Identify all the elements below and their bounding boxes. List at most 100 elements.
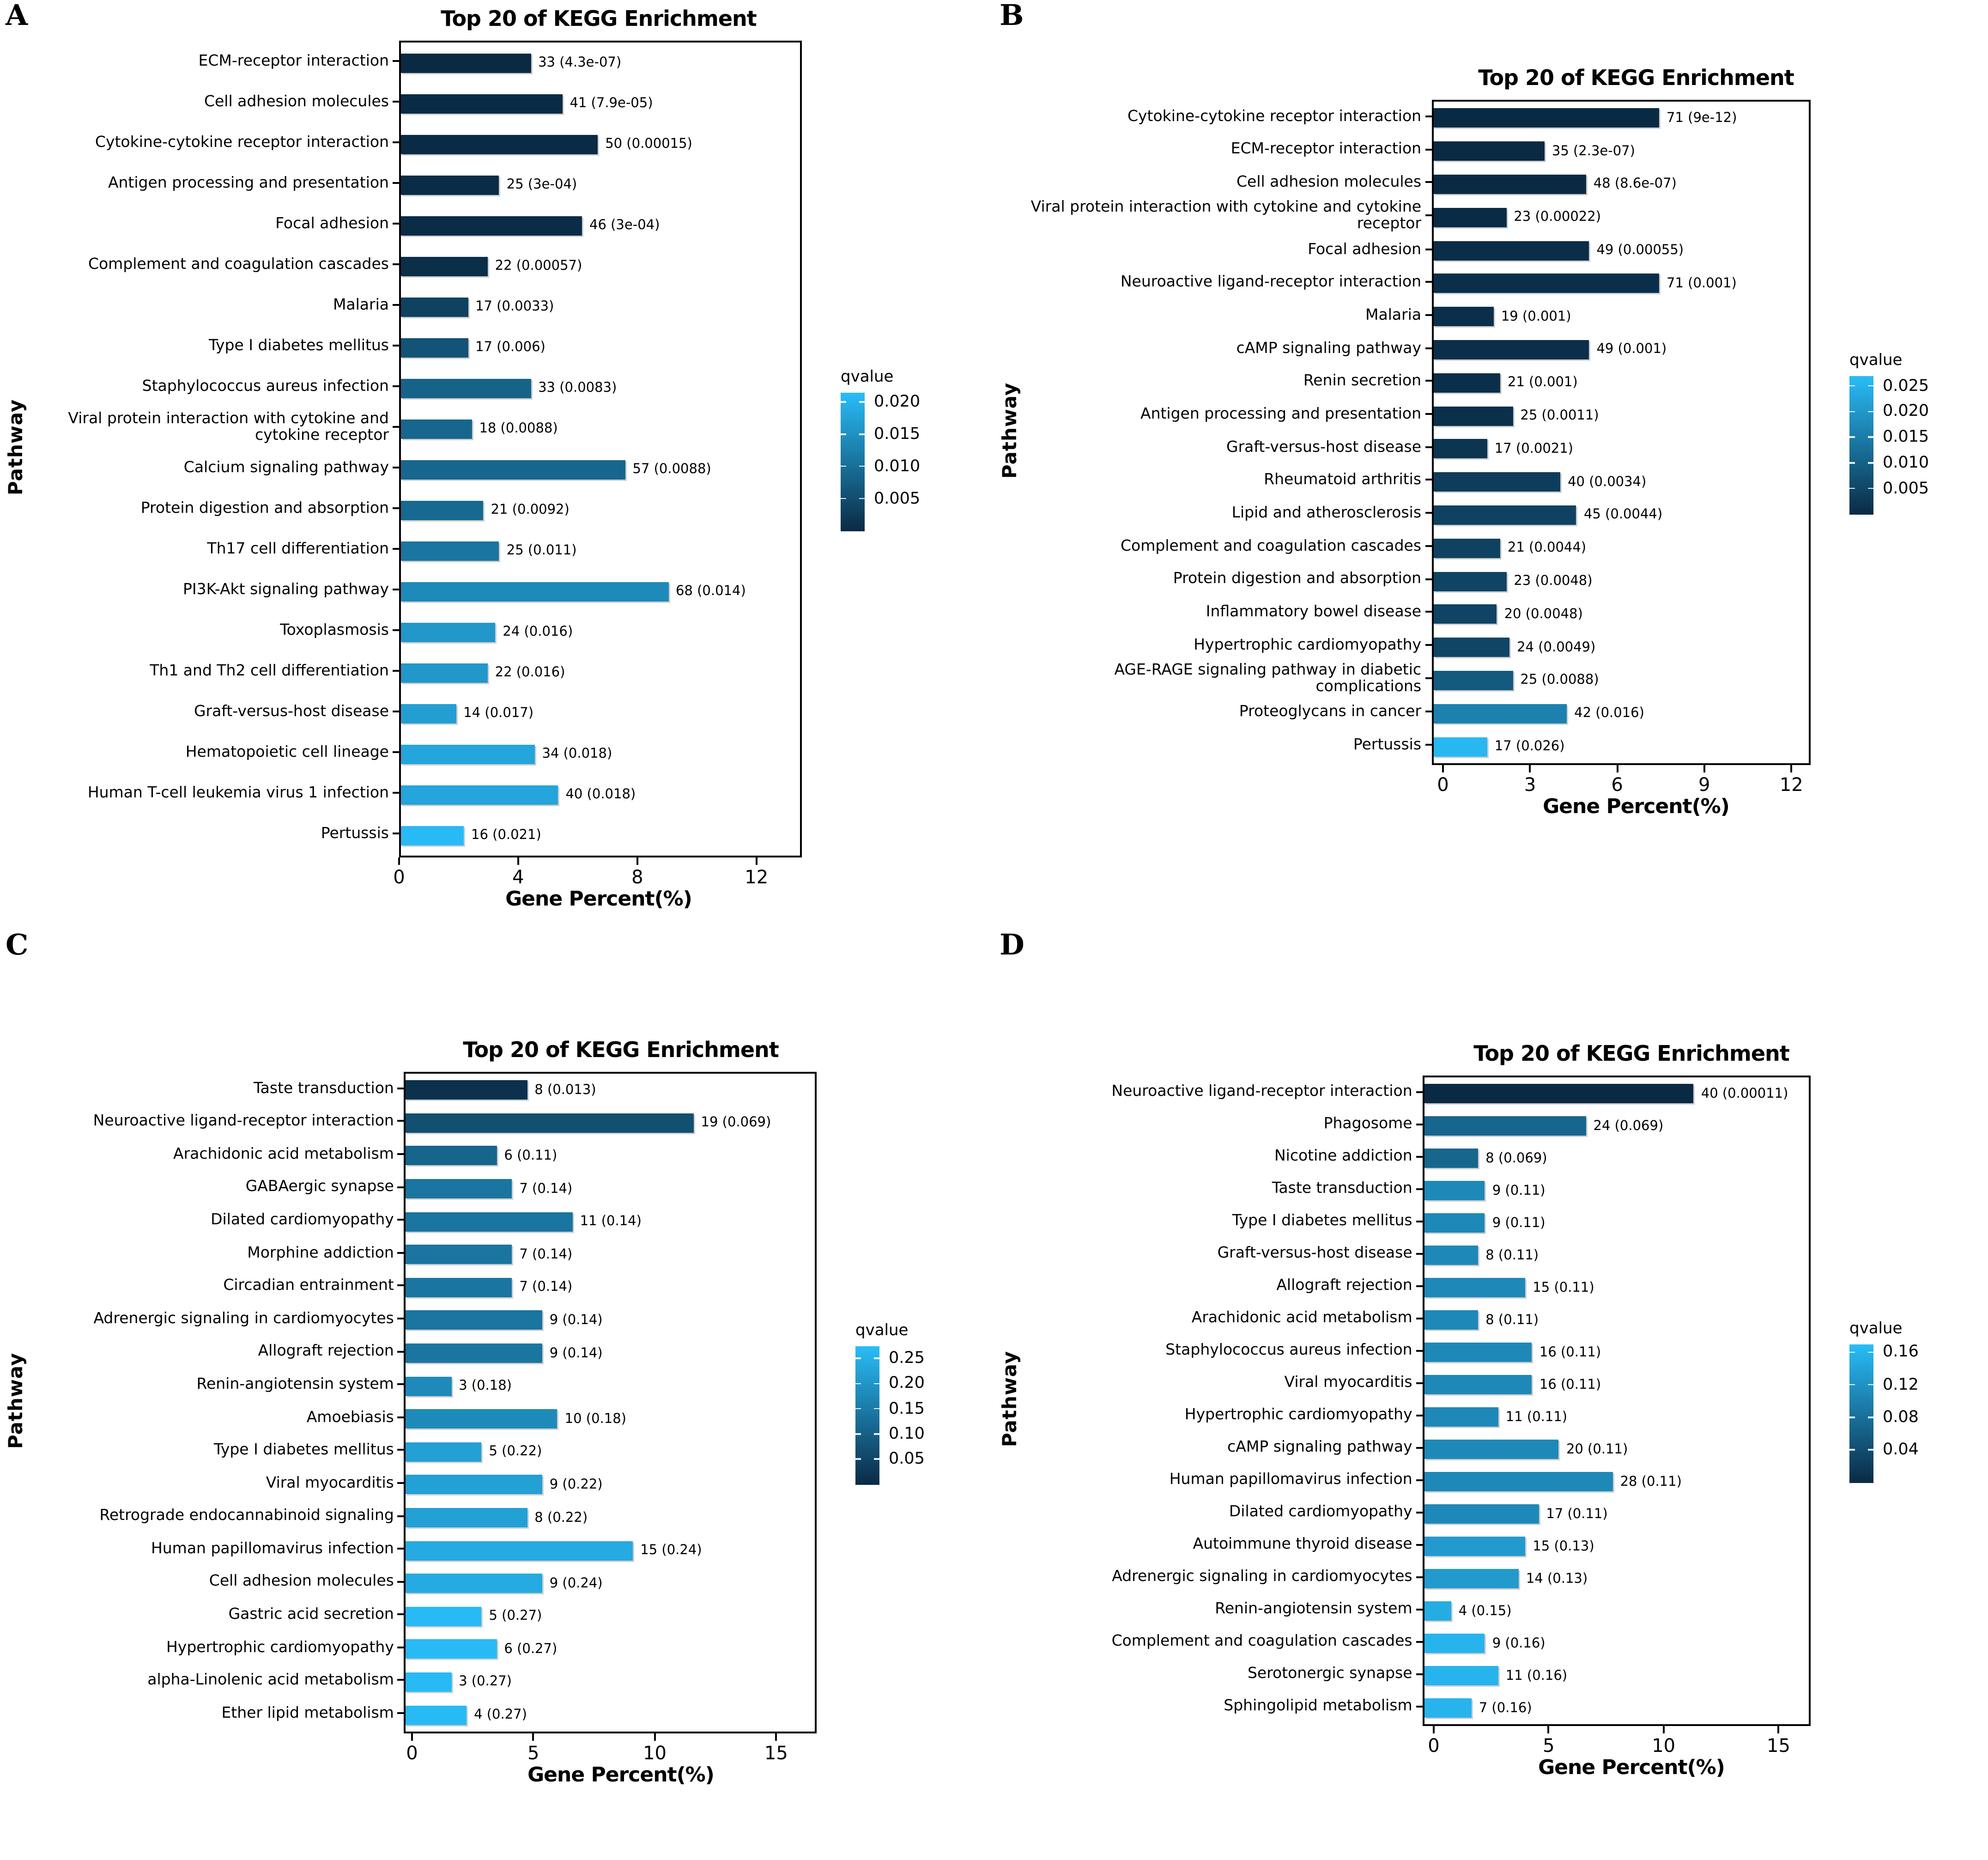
bar-value-label: 21 (0.001): [1507, 375, 1578, 390]
bar: [406, 1179, 512, 1199]
pathway-label-row: Serotonergic synapse: [1025, 1658, 1423, 1690]
y-tick-mark: [393, 141, 399, 143]
bar-value-label: 40 (0.018): [565, 787, 636, 802]
bar-row: 20 (0.0048): [1433, 598, 1809, 631]
bar: [1433, 340, 1589, 359]
plot-area: 8 (0.013) 19 (0.069) 6 (0.11) 7 (0.14) 11 (0…: [404, 1072, 817, 1733]
bar-value-label: 10 (0.18): [564, 1411, 626, 1427]
colorbar-wrap: 0.16 0.12 0.08 0.04: [1849, 1343, 1919, 1483]
colorbar-tick-label: 0.005: [874, 489, 921, 508]
bar: [1424, 1569, 1519, 1588]
pathway-label-row: ECM-receptor interaction: [31, 41, 399, 81]
y-tick-mark: [393, 304, 399, 306]
x-tick-mark: [1547, 1726, 1550, 1733]
pathway-label: ECM-receptor interaction: [198, 51, 389, 69]
bar-value-label: 4 (0.27): [474, 1708, 527, 1723]
y-tick-mark: [1416, 1252, 1423, 1254]
bar-value-label: 7 (0.16): [1479, 1701, 1532, 1715]
pathway-label: Rheumatoid arthritis: [1264, 470, 1422, 488]
bar: [1433, 472, 1561, 492]
bar: [401, 541, 499, 560]
bar-row: 23 (0.0048): [1433, 565, 1809, 598]
pathway-label-row: Ether lipid metabolism: [31, 1697, 404, 1730]
pathway-label-row: Pertussis: [1025, 729, 1432, 761]
pathway-label: Pertussis: [1353, 735, 1422, 753]
bar-row: 8 (0.11): [1424, 1239, 1809, 1271]
panel-letter: A: [6, 0, 28, 32]
pathway-label: Hypertrophic cardiomyopathy: [166, 1638, 394, 1656]
pathway-label: Hypertrophic cardiomyopathy: [1184, 1405, 1412, 1423]
colorbar-tick-mark: [1868, 436, 1873, 438]
pathway-label-row: Taste transduction: [1025, 1173, 1423, 1205]
y-tick-mark: [393, 670, 399, 672]
bar: [401, 297, 468, 316]
title-row: Top 20 of KEGG Enrichment: [994, 1042, 1988, 1066]
bar-value-label: 14 (0.13): [1526, 1571, 1588, 1586]
bar-value-label: 6 (0.27): [504, 1641, 558, 1657]
x-tick-mark: [532, 1733, 534, 1741]
pathway-labels-column: ECM-receptor interaction Cell adhesion mo…: [31, 41, 399, 854]
pathway-label-row: Antigen processing and presentation: [31, 163, 399, 203]
bar-value-label: 9 (0.24): [549, 1576, 603, 1591]
bar-row: 11 (0.16): [1424, 1659, 1809, 1692]
bar-value-label: 17 (0.0033): [475, 299, 554, 314]
pathway-label-row: Type I diabetes mellitus: [1025, 1205, 1423, 1237]
bar-row: 50 (0.00015): [401, 124, 800, 164]
pathway-label-row: Hematopoietic cell lineage: [31, 732, 399, 772]
bar-value-label: 17 (0.026): [1494, 739, 1565, 754]
bar-row: 15 (0.11): [1424, 1271, 1809, 1304]
bar: [1433, 174, 1586, 194]
pathway-label-row: Gastric acid secretion: [31, 1598, 404, 1631]
pathway-label: Th17 cell differentiation: [207, 539, 389, 557]
pathway-label: Viral protein interaction with cytokine …: [68, 409, 389, 444]
pathway-label: Retrograde endocannabinoid signaling: [99, 1506, 394, 1524]
bar-value-label: 15 (0.13): [1533, 1539, 1594, 1554]
y-tick-mark: [1416, 1349, 1423, 1351]
pathway-label-row: Human papillomavirus infection: [31, 1532, 404, 1565]
pathway-label-row: Renin-angiotensin system: [31, 1368, 404, 1401]
pathway-label-row: Viral myocarditis: [31, 1466, 404, 1499]
y-tick-mark: [1425, 744, 1432, 746]
y-tick-mark: [1416, 1608, 1423, 1610]
y-tick-mark: [1425, 281, 1432, 283]
y-tick-mark: [397, 1646, 404, 1648]
pathway-label: Complement and coagulation cascades: [88, 255, 389, 273]
bar-row: 17 (0.006): [401, 327, 800, 368]
bar-value-label: 42 (0.016): [1574, 706, 1644, 721]
pathway-label-row: Focal adhesion: [1025, 233, 1432, 266]
y-tick-mark: [1425, 115, 1432, 117]
y-tick-mark: [1416, 1317, 1423, 1319]
qvalue-legend-column: qvalue 0.025 0.020 0.015 0.010 0.005: [1811, 100, 1988, 765]
bar: [1424, 1407, 1498, 1427]
pathway-label: cAMP signaling pathway: [1236, 339, 1422, 357]
bar-value-label: 21 (0.0044): [1507, 541, 1587, 556]
pathway-label-row: PI3K-Akt signaling pathway: [31, 569, 399, 610]
title-spacer: [994, 1042, 1434, 1066]
pathway-label-row: Malaria: [31, 285, 399, 325]
pathway-label: Toxoplasmosis: [280, 620, 389, 638]
bar: [1433, 571, 1507, 591]
bar-value-label: 16 (0.11): [1539, 1377, 1601, 1392]
pathway-label-row: Graft-versus-host disease: [1025, 1237, 1423, 1270]
bar-row: 7 (0.16): [1424, 1692, 1809, 1724]
colorbar-tick-label: 0.015: [1883, 428, 1929, 447]
x-axis-title: Gene Percent(%): [1543, 796, 1730, 819]
y-tick-mark: [1425, 446, 1432, 448]
bar: [401, 460, 625, 479]
title-spacer: [0, 7, 399, 31]
pathway-label: Renin-angiotensin system: [1215, 1599, 1412, 1617]
pathway-label-row: Renin-angiotensin system: [1025, 1593, 1423, 1625]
bar-value-label: 17 (0.006): [475, 340, 545, 355]
pathway-label-row: Morphine addiction: [31, 1236, 404, 1269]
y-tick-mark: [397, 1679, 404, 1681]
bar-value-label: 23 (0.0048): [1514, 574, 1593, 589]
y-axis-title: Pathway: [999, 1350, 1021, 1447]
bar-value-label: 3 (0.18): [459, 1379, 512, 1394]
pathway-label-row: Protein digestion and absorption: [31, 488, 399, 529]
pathway-label: Neuroactive ligand-receptor interaction: [93, 1112, 394, 1130]
bar: [406, 1409, 558, 1429]
pathway-label: Renin-angiotensin system: [196, 1374, 394, 1392]
y-tick-mark: [393, 60, 399, 62]
colorbar-tick-mark: [1849, 462, 1855, 464]
